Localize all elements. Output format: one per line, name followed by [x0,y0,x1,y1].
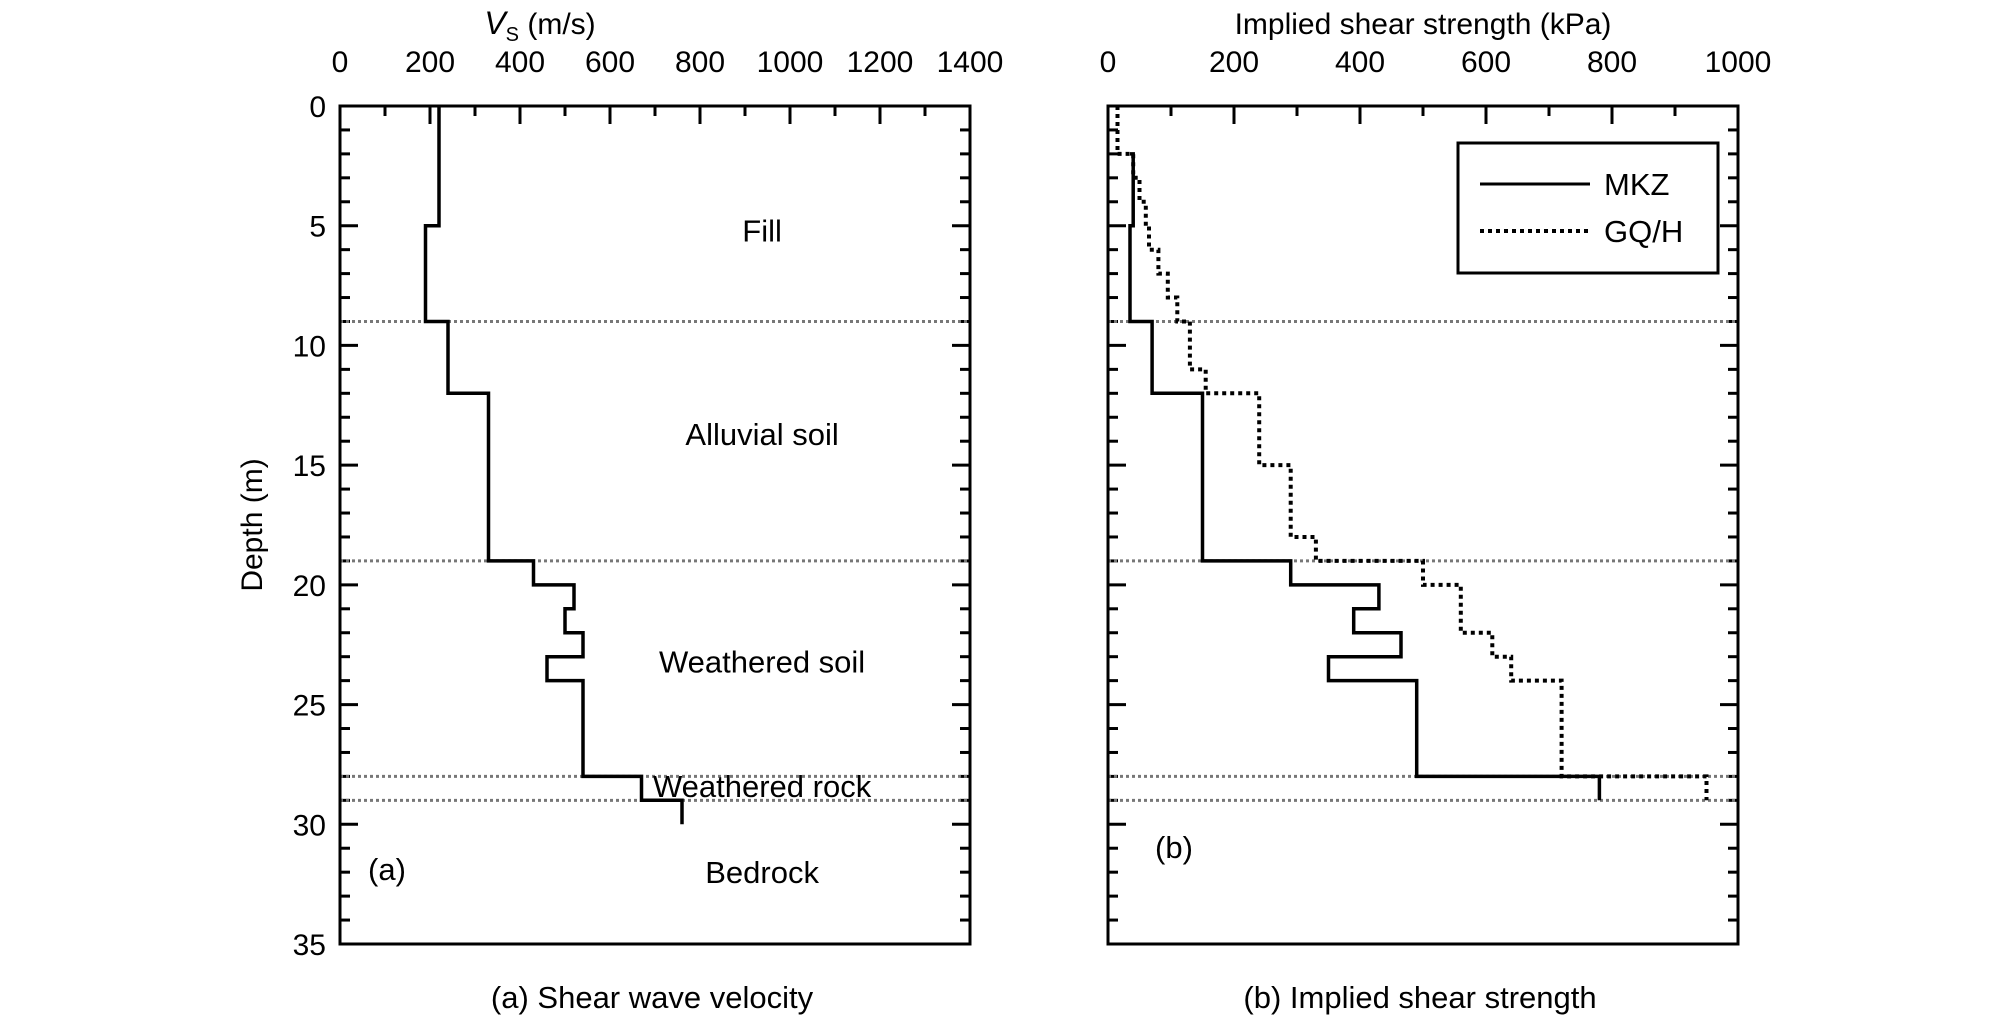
panel-b-tag: (b) [1155,830,1193,865]
panel-a-tag: (a) [368,852,406,887]
x-tick-label: 600 [1461,46,1511,79]
x-tick-label: 600 [585,46,635,79]
x-tick-label: 1400 [937,46,1004,79]
panel-b-series [1115,106,1709,801]
legend-box [1456,141,1720,275]
y-tick-label: 25 [293,690,326,723]
panel-a-series [423,106,684,825]
x-tick-label: 0 [1100,46,1117,79]
panel-a-x-ticks: 0 200 400 600 800 1000 1200 1400 [332,46,1004,124]
series-line-vs [423,106,684,825]
y-tick-label: 10 [293,330,326,363]
panel-b-x-ticks: 0 200 400 600 800 1000 [1100,46,1772,124]
panel-b-caption: (b) Implied shear strength [1243,980,1596,1015]
x-tick-label: 800 [675,46,725,79]
panel-a-plot-frame [338,104,972,946]
x-tick-label: 1000 [1705,46,1772,79]
x-tick-label: 1000 [757,46,824,79]
y-tick-label: 20 [293,570,326,603]
y-tick-label: 35 [293,929,326,962]
panel-a-shear-wave-velocity: VS (m/s) 0 200 400 600 800 1000 1200 1400 0 5 10 1… [236,5,1003,1015]
panel-a-caption: (a) Shear wave velocity [491,980,814,1015]
panel-a-layer-boundaries [340,319,970,802]
zone-label: Fill [742,214,782,249]
legend-label-gqh: GQ/H [1604,214,1683,249]
x-tick-label: 400 [495,46,545,79]
zone-label: Weathered rock [653,769,872,804]
panel-b-x-axis-title: Implied shear strength (kPa) [1235,8,1612,41]
panel-b-plot-frame [1106,104,1740,946]
panel-a-x-axis-symbol: V [484,5,508,41]
panel-a-x-axis-unit: (m/s) [519,8,596,41]
panel-b-legend: MKZ GQ/H [1456,141,1720,275]
series-line-mkz [1128,152,1602,801]
y-tick-label: 30 [293,809,326,842]
zone-label: Alluvial soil [685,417,838,452]
legend-label-mkz: MKZ [1604,167,1669,202]
panel-a-x-axis-title: VS (m/s) [484,5,595,46]
y-tick-label: 0 [309,91,326,124]
x-tick-label: 200 [405,46,455,79]
zone-label: Weathered soil [659,644,865,679]
y-tick-label: 5 [309,211,326,244]
panel-a-x-axis-subscript: S [506,24,519,46]
panel-b-implied-shear-strength: Implied shear strength (kPa) 0 200 400 600 8… [1100,8,1772,1015]
x-tick-label: 200 [1209,46,1259,79]
series-line-gqh [1115,106,1709,801]
x-tick-label: 0 [332,46,349,79]
zone-label: Bedrock [705,855,819,890]
x-tick-label: 1200 [847,46,914,79]
panel-a-y-ticks: 0 5 10 15 20 25 30 35 [293,91,970,962]
y-tick-label: 15 [293,450,326,483]
x-tick-label: 400 [1335,46,1385,79]
x-tick-label: 800 [1587,46,1637,79]
panel-a-y-axis-title: Depth (m) [236,458,269,591]
panel-a-zone-labels: Fill Alluvial soil Weathered soil Weathered… [653,214,872,891]
